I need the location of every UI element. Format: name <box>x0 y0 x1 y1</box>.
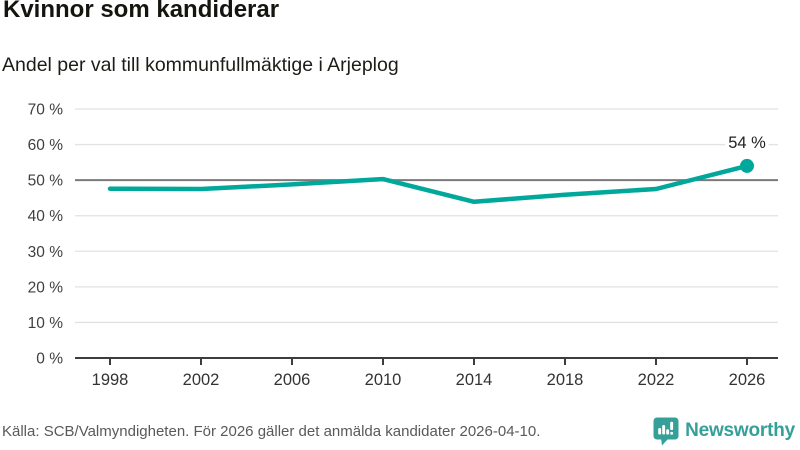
newsworthy-logo: Newsworthy <box>653 417 795 446</box>
brand-name: Newsworthy <box>685 420 795 441</box>
end-point-label: 54 % <box>728 134 766 152</box>
line-chart: 0 % 10 % 20 % 30 % 40 % 50 % 60 % 70 % 1998 2002 2… <box>28 102 778 389</box>
x-axis-tick-label: 2022 <box>638 371 675 389</box>
x-axis-tick-label: 2002 <box>183 371 220 389</box>
x-axis-tick-label: 2018 <box>547 371 584 389</box>
page-subtitle: Andel per val till kommunfullmäktige i A… <box>2 54 399 76</box>
y-axis-tick-label: 50 % <box>28 173 64 190</box>
end-point-marker <box>740 158 754 173</box>
newsworthy-bubble-bar-chart-icon <box>653 417 679 445</box>
x-axis-tick-label: 2026 <box>729 371 766 389</box>
y-axis-tick-label: 60 % <box>28 137 64 154</box>
footer: Källa: SCB/Valmyndigheten. För 2026 gäll… <box>2 415 795 447</box>
y-axis-tick-label: 20 % <box>28 279 64 296</box>
data-line <box>107 163 750 205</box>
y-axis-tick-label: 70 % <box>28 102 64 119</box>
page-title: Kvinnor som kandiderar <box>3 0 280 23</box>
y-axis-tick-label: 40 % <box>28 208 64 225</box>
y-axis-tick-label: 30 % <box>28 244 64 261</box>
x-axis-tick-label: 2010 <box>365 371 402 389</box>
source-note: Källa: SCB/Valmyndigheten. För 2026 gäll… <box>2 422 541 440</box>
y-axis-tick-label: 10 % <box>28 315 64 332</box>
y-axis-tick-label: 0 % <box>36 351 63 368</box>
x-axis-tick-label: 1998 <box>92 371 129 389</box>
x-axis-tick-label: 2006 <box>274 371 311 389</box>
x-axis-tick-label: 2014 <box>456 371 493 389</box>
